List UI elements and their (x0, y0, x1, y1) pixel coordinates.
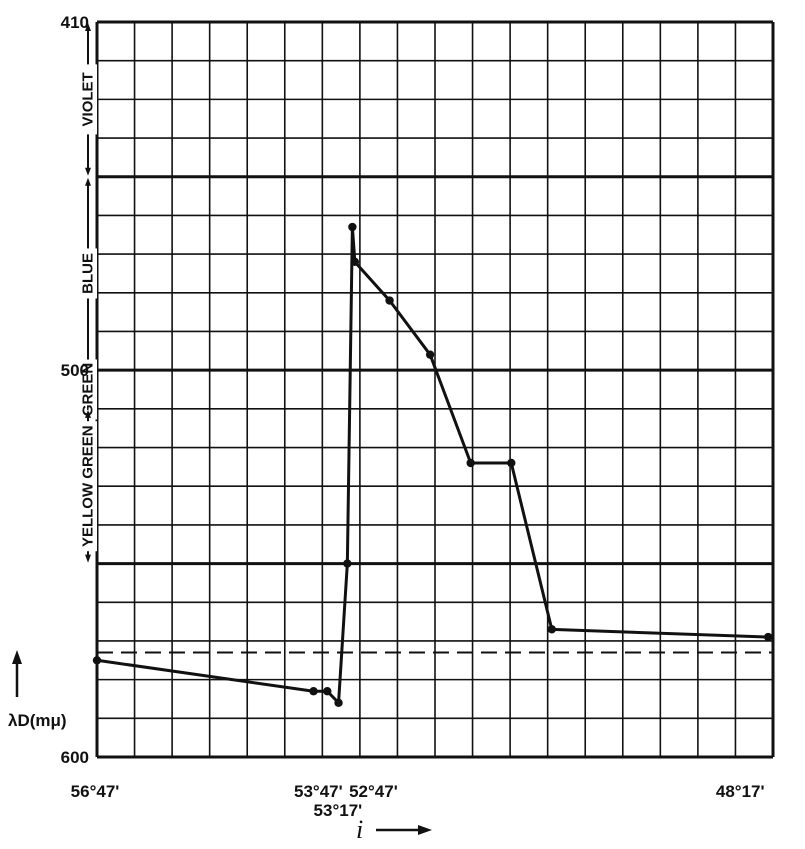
data-point (466, 458, 475, 468)
band-label-backing (79, 64, 97, 135)
y-axis-label: λD(mμ) (8, 711, 67, 730)
x-tick-label: 53°17' (314, 801, 363, 820)
band-label: VIOLET (80, 72, 97, 126)
band-label-backing (79, 359, 97, 420)
y-tick-label: 410 (61, 13, 89, 32)
y-tick-labels: 410 500 600 (61, 13, 89, 767)
band-label-backing (79, 248, 97, 299)
band-label: BLUE (80, 253, 97, 294)
grid (95, 20, 775, 759)
data-point (323, 687, 332, 696)
data-point (547, 625, 557, 634)
x-tick-labels: 56°47' 53°47'53°17'52°47' 48°17' (71, 782, 765, 820)
band-arrow-head (85, 167, 91, 176)
color-band-labels: VIOLET BLUE GREEN YELLOW GREEN (79, 23, 97, 563)
data-point (385, 296, 394, 305)
y-tick-label: 600 (61, 748, 89, 767)
x-tick-label: 48°17' (716, 782, 765, 801)
data-point (343, 559, 352, 568)
x-tick-label: 52°47' (349, 782, 398, 801)
data-point (425, 350, 435, 359)
ylabel-arrow-head (12, 650, 22, 664)
band-arrow-head (85, 409, 91, 418)
data-series-line (96, 225, 769, 705)
data-point (334, 698, 343, 708)
xlabel-arrow-head (418, 825, 432, 835)
x-axis-label: i (356, 815, 363, 844)
band-label: YELLOW GREEN (80, 425, 97, 547)
band-label-backing (79, 421, 97, 552)
data-point (763, 632, 773, 642)
data-point (309, 687, 318, 696)
data-point (350, 257, 360, 267)
data-point (507, 458, 516, 468)
data-point (92, 656, 102, 665)
band-arrow-head (85, 177, 91, 186)
data-point (348, 222, 357, 232)
data-points (92, 222, 773, 708)
band-arrow-head (85, 554, 91, 563)
band-arrow-head (85, 23, 91, 31)
x-tick-label: 56°47' (71, 782, 120, 801)
x-tick-label: 53°47' (294, 782, 343, 801)
band-label: GREEN (80, 363, 97, 416)
y-tick-label: 500 (61, 361, 89, 380)
